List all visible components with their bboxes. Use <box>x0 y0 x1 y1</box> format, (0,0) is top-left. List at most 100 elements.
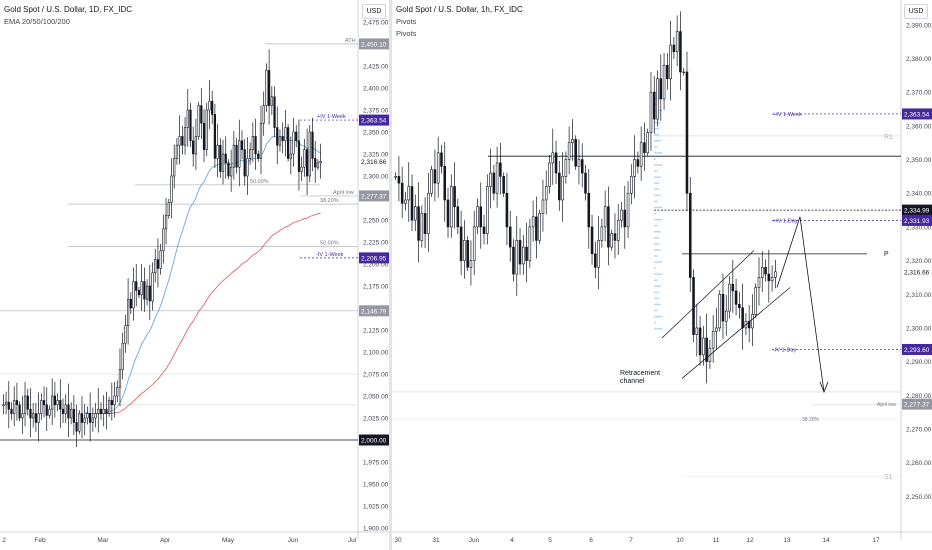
currency-button-left[interactable]: USD <box>362 4 386 19</box>
volume-profile-bar <box>654 194 661 197</box>
candle <box>319 161 322 164</box>
candle <box>194 136 198 155</box>
candle <box>561 176 564 201</box>
candle <box>417 206 420 241</box>
candle <box>711 331 715 349</box>
volume-profile-bar <box>654 224 658 227</box>
candle <box>254 136 257 155</box>
level-label: 38.20% <box>320 198 339 204</box>
candle <box>213 114 216 159</box>
y-tick-label: 2,370.00 <box>906 90 932 97</box>
volume-profile-bar <box>654 140 661 142</box>
candle <box>132 281 135 309</box>
candle <box>767 273 771 282</box>
candle <box>433 169 437 184</box>
candle <box>446 199 450 228</box>
y-tick-label: 1,975.00 <box>363 460 389 467</box>
candle <box>692 277 695 335</box>
x-tick-label: 5 <box>548 537 552 544</box>
volume-profile-bar <box>654 158 656 160</box>
candle <box>508 226 512 248</box>
candle <box>528 226 532 261</box>
candle <box>284 127 287 142</box>
round-number-tag-bg <box>359 434 390 446</box>
y-tick-label: 2,350.00 <box>906 157 932 164</box>
iv-day-up-label: +IV 1-Day <box>773 218 798 224</box>
iv-day-down-label: -IV 1-Day <box>773 347 796 353</box>
candle <box>685 71 689 194</box>
x-tick-label: Apr <box>160 537 171 544</box>
candle <box>466 240 469 268</box>
volume-profile-bar <box>654 115 658 118</box>
candle <box>577 159 581 167</box>
pane-separator[interactable] <box>389 0 392 550</box>
candle <box>548 162 551 187</box>
candle <box>289 153 292 159</box>
candle <box>574 139 577 167</box>
ema-fast-line <box>84 135 321 415</box>
hourly-chart-pane[interactable]: 2,250.00 2,260.00 2,270.00 2,280.00 2,290.00… <box>392 0 932 550</box>
april-low-tag: 2,277.37 <box>361 193 387 200</box>
iv-day-down-tag-bg <box>902 343 932 355</box>
hourly-chart-title: Gold Spot / U.S. Dollar, 1h, FX_IDC <box>396 5 523 14</box>
volume-profile-bar <box>654 212 656 215</box>
candle <box>587 192 591 228</box>
x-tick-label: 31 <box>432 537 440 544</box>
y-tick-label: 2,425.00 <box>363 64 389 71</box>
candle <box>249 149 252 159</box>
volume-profile-bar <box>654 273 663 275</box>
y-tick-label: 2,270.00 <box>906 426 932 433</box>
candle <box>246 158 249 177</box>
y-tick-label: 2,175.00 <box>363 284 389 291</box>
daily-chart-pane[interactable]: 1,900.00 1,925.00 1,950.00 1,975.00 2,000.00… <box>0 0 391 550</box>
candle <box>143 281 146 300</box>
candle <box>224 153 227 164</box>
candle <box>268 70 271 106</box>
candle <box>774 271 777 278</box>
candle <box>413 206 417 221</box>
candle <box>502 176 505 194</box>
candle <box>600 226 604 241</box>
x-tick-label: 13 <box>783 537 791 544</box>
daily-chart-canvas[interactable]: 1,900.00 1,925.00 1,950.00 1,975.00 2,000.00… <box>0 0 391 550</box>
candle <box>21 413 24 419</box>
x-tick-label: 11 <box>713 537 720 544</box>
candle <box>764 267 767 275</box>
candle <box>34 413 38 423</box>
candle <box>45 404 48 416</box>
candle <box>295 131 298 142</box>
candle <box>450 186 453 228</box>
candle <box>659 78 663 100</box>
candle <box>156 259 160 269</box>
candle <box>23 395 27 414</box>
candle <box>145 285 149 300</box>
volume-profile-bar <box>654 146 658 148</box>
candle <box>102 408 105 414</box>
april-low-tag-bg <box>902 398 932 410</box>
candle <box>273 96 276 128</box>
candle <box>91 417 94 423</box>
x-tick-label: Jul <box>348 537 357 544</box>
candle <box>148 285 151 302</box>
y-tick-label: 2,250.00 <box>906 494 932 501</box>
candle <box>259 122 263 159</box>
candle <box>620 209 623 221</box>
candle <box>202 122 206 150</box>
candle <box>610 233 613 248</box>
ema-indicator-label: EMA 20/50/100/200 <box>4 17 70 26</box>
candle <box>42 400 46 406</box>
hourly-chart-canvas[interactable]: 2,250.00 2,260.00 2,270.00 2,280.00 2,290.00… <box>392 0 932 550</box>
x-tick-label: 14 <box>822 537 830 544</box>
candle <box>297 140 301 172</box>
candle <box>436 152 440 184</box>
candle <box>525 246 528 261</box>
candle <box>728 283 731 312</box>
candle <box>108 400 111 414</box>
candle <box>522 246 525 265</box>
currency-button-right[interactable]: USD <box>904 4 928 19</box>
candle <box>649 91 653 133</box>
candle <box>603 206 607 228</box>
candle <box>15 400 19 406</box>
candle <box>70 408 73 419</box>
volume-profile-bar <box>654 218 663 221</box>
